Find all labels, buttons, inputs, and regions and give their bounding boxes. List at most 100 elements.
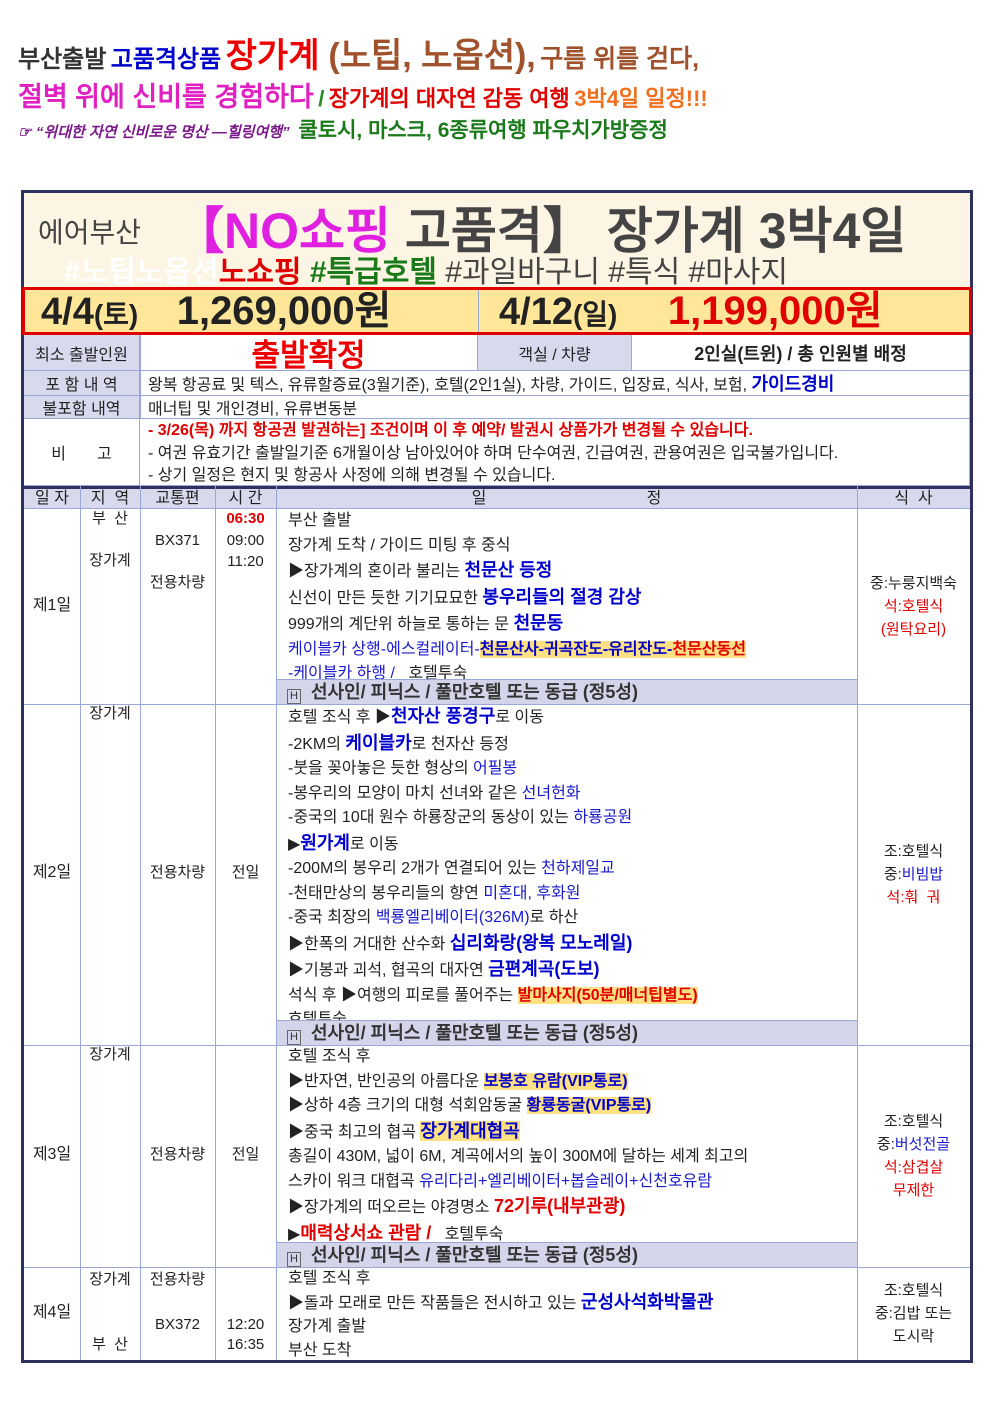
tag-hotel: #특급호텔: [309, 256, 437, 289]
text-segment: ▶반자연, 반인공의 아름다운: [288, 1072, 484, 1090]
schedule-line: -천태만상의 봉우리들의 향연 미혼대, 후화원: [288, 882, 866, 907]
note-item: - 여권 유효기간 출발일기준 6개월이상 남아있어야 하며 단수여권, 긴급여…: [148, 444, 839, 462]
text-segment: 로 이동: [350, 835, 399, 853]
text-segment: 원가계: [300, 832, 350, 853]
schedule-line: 999개의 계단위 하늘로 통하는 문 천문동: [288, 611, 866, 638]
day-row: 제4일 장가계 부 산 전용차량 BX372 12:20 16:35 호텔 조식…: [24, 1267, 970, 1360]
schedule-line: ▶한폭의 거대한 산수화 십리화랑(왕복 모노레일): [288, 931, 866, 958]
time: 09:00: [226, 532, 265, 549]
schedule-line: ▶기봉과 괴석, 협곡의 대자연 금편계곡(도보): [288, 957, 866, 984]
text-segment: 석:호텔식: [883, 598, 944, 615]
region: 부 산: [92, 510, 128, 527]
schedule-line: (원탁요리): [881, 618, 946, 641]
text-segment: -케이블카 하행 /: [288, 665, 409, 682]
text-segment: ▶: [288, 835, 301, 853]
text-segment: 로 하산: [529, 909, 579, 926]
header-schedule: 정: [646, 490, 662, 507]
schedule-line: 조:호텔식: [884, 840, 943, 863]
headline-zhangjiajie: 장가계: [225, 37, 320, 75]
hotel-name: 선사인/ 피닉스 / 풀만호텔 또는 동급 (정5성): [311, 682, 638, 702]
hotel-bar: H 선사인/ 피닉스 / 풀만호텔 또는 동급 (정5성): [277, 1242, 857, 1267]
text-segment: 중:: [876, 1136, 895, 1153]
header-schedule: 일: [471, 490, 487, 507]
schedule-line: 중:누룽지백숙: [870, 572, 957, 595]
time: 전일: [231, 1146, 260, 1163]
text-segment: 하룡공원: [573, 809, 633, 826]
headline-nature-trip: 장가계의 대자연 감동 여행: [328, 86, 570, 111]
text-segment: ▶상하 4층 크기의 대형 석회암동굴: [288, 1097, 527, 1114]
text-segment: 매력상서쇼 관람 /: [300, 1222, 432, 1243]
note-label: 비 고: [24, 419, 140, 486]
schedule-line: -케이블카 하행 / 호텔투숙: [288, 662, 866, 687]
no-shopping-title: 【NO쇼핑: [174, 203, 391, 259]
headline-cliff: 절벽 위에 신비를 경험하다: [18, 82, 314, 112]
text-segment: -200M의 봉우리 2개가 연결되어 있는: [288, 860, 542, 877]
text-segment: 999개의 계단위 하늘로 통하는 문: [288, 616, 514, 633]
flight-number: BX371: [154, 532, 201, 549]
header-transport: 교통편: [155, 490, 200, 507]
price-row: 4/4(토) 1,269,000원 4/12(일) 1,199,000원: [22, 287, 972, 335]
text-segment: 조:호텔식: [883, 843, 944, 860]
headline-premium: 고품격상품: [110, 46, 222, 73]
departure-confirmed: 출발확정: [140, 335, 478, 373]
schedule: 호텔 조식 후 ▶돌과 모래로 만든 작품들은 전시하고 있는 군성사석화박물관 장…: [286, 1267, 866, 1362]
text-segment: 발마사지(50분/매너팁별도): [517, 986, 698, 1004]
transport: 전용차량: [149, 864, 206, 881]
text-segment: 어필봉: [473, 760, 518, 777]
schedule-line: 장가계 출발: [288, 1315, 866, 1339]
text-segment: 부산 출발: [288, 512, 352, 529]
text-segment: 유리다리+엘리베이터+봅슬레이+신천호유람: [419, 1172, 713, 1190]
room-value: 2인실(트윈) / 총 인원별 배정: [632, 335, 970, 371]
text-segment: 천문산사-귀곡잔도-유리잔도-: [479, 640, 673, 658]
hotel-icon: H: [287, 1252, 301, 1267]
departure-date: 4/12: [499, 291, 573, 333]
schedule-line: 중:버섯전골: [877, 1133, 950, 1156]
schedule-line: 무제한: [893, 1179, 934, 1202]
schedule-line: -중국의 10대 원수 하룡장군의 동상이 있는 하룡공원: [288, 806, 866, 831]
headline-line-3: ☞ “위대한 자연 신비로운 명산 ―힐링여행” 쿨토시, 마스크, 6종류여행…: [18, 114, 668, 144]
day-row: 제2일 장가계 전용차량 전일 호텔 조식 후 ▶천자산 풍경구로 이동 -2KM…: [24, 704, 970, 1045]
text-segment: 호텔투숙: [408, 665, 468, 682]
region: 장가계: [89, 705, 131, 722]
day-label: 제1일: [32, 597, 72, 614]
text-segment: 금편계곡(도보): [488, 959, 600, 979]
schedule-line: ▶상하 4층 크기의 대형 석회암동굴 황룡동굴(VIP통로): [288, 1094, 866, 1119]
schedule-line: 조:호텔식: [884, 1279, 943, 1302]
text-segment: 천자산 풍경구: [390, 706, 496, 726]
headline-no-tip: (노팁, 노옵션),: [328, 37, 536, 75]
text-segment: 총길이 430M, 넓이 6M, 계곡에서의 높이 300M에 달하는 세계 최…: [288, 1148, 749, 1165]
schedule-line: 케이블카 상행-에스컬레이터-천문산사-귀곡잔도-유리잔도-천문산동선: [288, 638, 866, 663]
text-segment: 석:훠 궈: [886, 889, 941, 906]
note-item: - 상기 일정은 현지 및 항공사 사정에 의해 변경될 수 있습니다.: [148, 467, 556, 484]
price-value: 1,199,000원: [667, 289, 883, 333]
exclude-value: 매너팁 및 개인경비, 유류변동분: [140, 396, 970, 419]
text-segment: ▶장가계의 떠오르는 야경명소: [288, 1199, 494, 1216]
schedule: 호텔 조식 후 ▶천자산 풍경구로 이동 -2KM의 케이블카로 천자산 등정 -붓…: [286, 704, 866, 1033]
schedule-line: 석식 후 ▶여행의 피로를 풀어주는 발마사지(50분/매너팁별도): [288, 984, 866, 1009]
schedule-line: ▶반자연, 반인공의 아름다운 보봉호 유람(VIP통로): [288, 1070, 866, 1095]
schedule-line: 조:호텔식: [884, 1110, 943, 1133]
transport: 전용차량: [149, 1146, 206, 1163]
schedule-line: -봉우리의 모양이 마치 선녀와 같은 선녀헌화: [288, 782, 866, 807]
text-segment: 석:삼겹살: [883, 1159, 944, 1176]
text-segment: 케이블카 상행-에스컬레이터-: [288, 640, 480, 658]
text-segment: 중:김밥 또는: [874, 1305, 953, 1322]
schedule-line: 총길이 430M, 넓이 6M, 계곡에서의 높이 300M에 달하는 세계 최…: [288, 1145, 866, 1170]
min-participants-label: 최소 출발인원: [24, 335, 140, 371]
schedule-line: 석:삼겹살: [884, 1156, 943, 1179]
text-segment: 십리화랑(왕복 모노레일): [449, 932, 633, 953]
exclude-label: 불포함 내역: [24, 396, 140, 419]
headline-gifts: 쿨토시, 마스크, 6종류여행 파우치가방증정: [298, 119, 668, 142]
product-title: 고품격】 장가계 3박4일: [404, 203, 907, 259]
time: 16:35: [226, 1336, 265, 1353]
time: 전일: [231, 864, 260, 881]
price-value: 1,269,000원: [176, 289, 392, 333]
text-segment: -중국 최장의: [288, 909, 376, 926]
headline-line-1: 부산출발 고품격상품 장가계 (노팁, 노옵션), 구름 위를 걷다,: [18, 28, 699, 77]
airline-name: 에어부산: [38, 217, 142, 248]
headline-slash: /: [318, 86, 325, 111]
schedule-line: -2KM의 케이블카로 천자산 등정: [288, 731, 866, 758]
hotel-bar: H 선사인/ 피닉스 / 풀만호텔 또는 동급 (정5성): [277, 1020, 857, 1045]
text-segment: ▶기봉과 괴석, 협곡의 대자연: [288, 962, 489, 979]
